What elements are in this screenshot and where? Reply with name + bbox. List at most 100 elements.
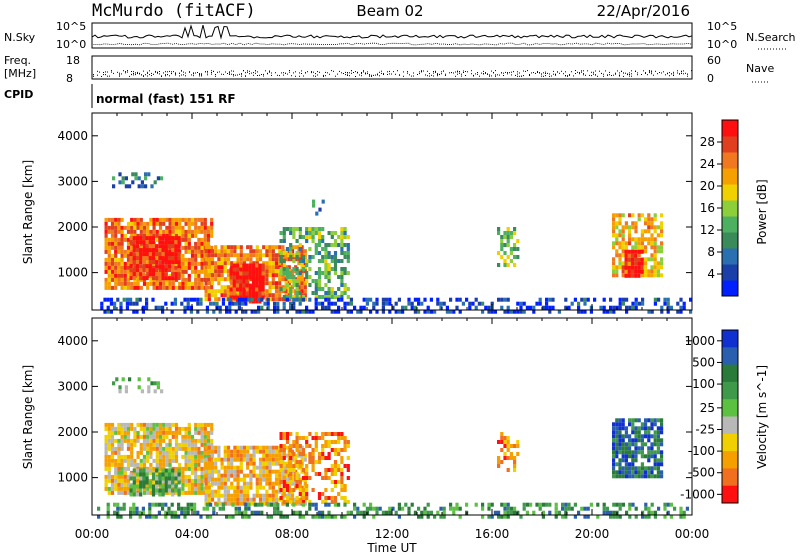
data-cell xyxy=(282,444,286,448)
data-cell xyxy=(155,426,159,431)
freq-point xyxy=(445,73,446,75)
data-cell xyxy=(204,473,208,478)
data-cell xyxy=(114,462,118,467)
data-cell xyxy=(634,470,638,475)
data-cell xyxy=(522,309,526,314)
freq-point xyxy=(513,71,514,73)
data-cell xyxy=(612,466,616,471)
data-cell xyxy=(114,265,118,270)
data-cell xyxy=(217,477,221,482)
data-cell xyxy=(220,461,224,466)
freq-point xyxy=(111,71,112,73)
data-cell xyxy=(340,468,344,472)
data-cell xyxy=(248,287,252,292)
data-cell xyxy=(177,514,181,519)
data-cell xyxy=(246,497,250,502)
data-cell xyxy=(155,221,159,226)
data-cell xyxy=(142,276,146,281)
data-cell xyxy=(145,236,149,241)
data-cell xyxy=(327,263,331,267)
data-cell xyxy=(212,301,216,306)
data-cell xyxy=(217,485,221,490)
data-cell xyxy=(247,502,251,507)
freq-point xyxy=(615,73,616,75)
data-cell xyxy=(186,305,190,310)
data-cell xyxy=(174,240,178,245)
data-cell xyxy=(220,273,224,278)
data-cell xyxy=(317,275,322,279)
colorbar-tick-label: 500 xyxy=(692,355,715,369)
data-cell xyxy=(621,434,625,439)
data-cell xyxy=(268,257,272,262)
freq-point xyxy=(395,73,396,75)
data-cell xyxy=(258,469,263,474)
data-cell xyxy=(181,466,185,471)
data-cell xyxy=(229,275,233,280)
data-cell xyxy=(261,283,265,288)
data-cell xyxy=(123,482,127,487)
freq-point xyxy=(545,71,546,73)
data-cell xyxy=(207,293,211,298)
data-cell xyxy=(274,469,279,474)
data-cell xyxy=(292,235,296,239)
data-cell xyxy=(203,225,207,230)
data-cell xyxy=(637,434,641,439)
data-cell xyxy=(609,309,613,314)
freq-point xyxy=(501,72,502,74)
data-cell xyxy=(276,305,280,310)
freq-point xyxy=(637,72,638,74)
data-cell xyxy=(142,454,147,459)
data-cell xyxy=(197,237,201,242)
data-cell xyxy=(104,221,108,226)
freq-point xyxy=(397,70,398,72)
data-cell xyxy=(297,477,301,482)
data-cell xyxy=(297,473,301,478)
y-tick-label: 4000 xyxy=(57,334,88,348)
data-cell xyxy=(194,438,198,443)
data-cell xyxy=(318,207,322,212)
freq-point xyxy=(179,75,180,77)
data-cell xyxy=(242,453,247,458)
freq-point xyxy=(509,72,510,74)
data-cell xyxy=(612,462,616,467)
data-cell xyxy=(214,481,218,486)
data-cell xyxy=(519,514,523,519)
freq-point xyxy=(301,73,302,74)
data-cell xyxy=(292,297,296,302)
freq-point xyxy=(627,74,628,76)
data-cell xyxy=(149,434,153,439)
data-cell xyxy=(187,257,191,262)
freq-point xyxy=(577,71,578,73)
data-cell xyxy=(314,444,318,448)
data-cell xyxy=(634,458,638,463)
data-cell xyxy=(214,269,218,274)
data-cell xyxy=(187,229,191,234)
data-cell xyxy=(295,279,299,283)
data-cell xyxy=(340,291,344,295)
data-cell xyxy=(295,287,299,291)
freq-point xyxy=(345,71,346,73)
data-cell xyxy=(369,309,373,314)
data-cell xyxy=(194,225,198,230)
data-cell xyxy=(155,430,159,435)
data-cell xyxy=(156,381,160,386)
data-cell xyxy=(226,461,231,466)
data-cell xyxy=(165,217,169,222)
data-cell xyxy=(120,277,124,282)
data-cell xyxy=(155,468,159,473)
data-cell xyxy=(506,231,510,235)
data-cell xyxy=(161,468,165,473)
data-cell xyxy=(251,295,256,300)
data-cell xyxy=(612,450,616,455)
data-cell xyxy=(171,244,175,249)
data-cell xyxy=(301,436,306,440)
data-cell xyxy=(493,510,497,515)
data-cell xyxy=(615,462,619,467)
data-cell xyxy=(164,484,168,489)
data-cell xyxy=(423,506,427,511)
data-cell xyxy=(294,469,298,474)
data-cell xyxy=(311,468,315,472)
data-cell xyxy=(262,497,266,502)
freq-point xyxy=(449,72,450,74)
